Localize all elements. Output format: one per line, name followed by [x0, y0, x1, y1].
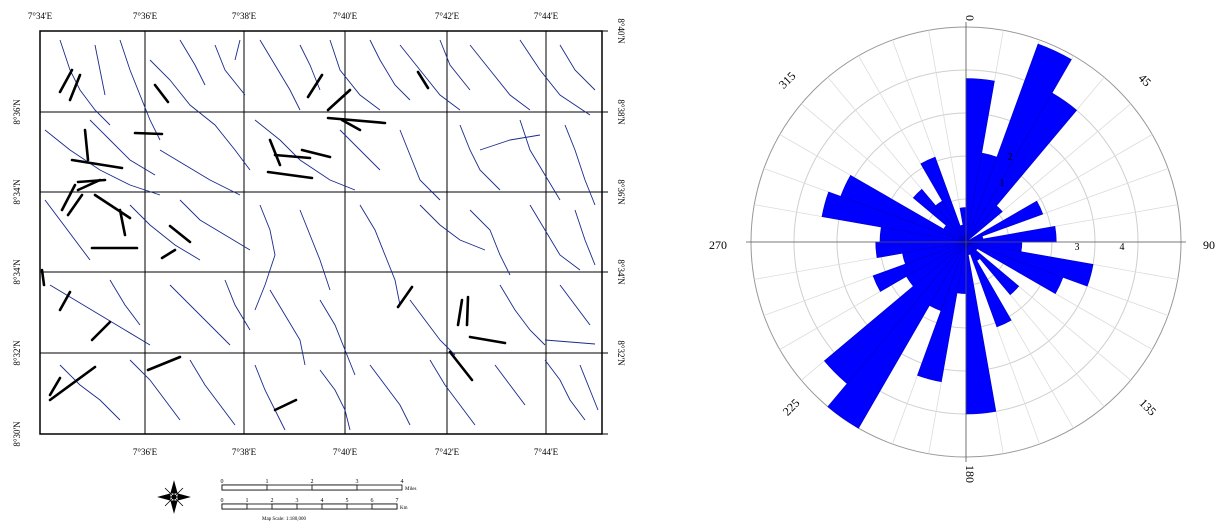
- angle-label-90: 90: [1203, 238, 1215, 252]
- lat-label: 8°38'N: [616, 99, 626, 125]
- angle-label-180: 180: [963, 465, 977, 483]
- rose-ring-labels: 1 2 3 4: [1000, 152, 1125, 253]
- scale-tick: 2: [271, 498, 274, 504]
- scale-tick: 3: [296, 498, 299, 504]
- map-grid: [39, 30, 608, 435]
- lon-label: 7°40'E: [333, 11, 358, 21]
- rose-spoke: [928, 30, 967, 243]
- ring-label: 3: [1075, 242, 1080, 253]
- lon-label: 7°38'E: [232, 447, 257, 457]
- top-longitude-labels: 7°34'E 7°36'E 7°38'E 7°40'E 7°42'E 7°44'…: [28, 11, 559, 21]
- scale-tick: 1: [246, 498, 249, 504]
- angle-label-225: 225: [780, 396, 803, 419]
- left-latitude-labels: 8°36'N 8°34'N 8°34'N 8°32'N 8°30'N: [12, 99, 22, 447]
- ring-label: 2: [1008, 152, 1013, 163]
- rose-petal: [821, 191, 967, 243]
- lat-label: 8°32'N: [616, 340, 626, 366]
- rose-petal: [965, 241, 1020, 296]
- rose-petal: [965, 43, 1072, 243]
- lon-label: 7°40'E: [333, 447, 358, 457]
- scale-tick: 4: [321, 498, 324, 504]
- scale-tick: 3: [356, 479, 359, 485]
- lon-label: 7°44'E: [534, 11, 559, 21]
- angle-label-45: 45: [1136, 71, 1154, 89]
- lon-label: 7°42'E: [435, 447, 460, 457]
- drainage-network: [44, 39, 599, 431]
- angle-label-270: 270: [709, 238, 727, 252]
- rose-svg: 1 2 3 4 0 45 90 135 180 225 270 315: [709, 15, 1215, 483]
- rose-petal: [920, 156, 967, 243]
- lineament-drainage-map: 7°34'E 7°36'E 7°38'E 7°40'E 7°42'E 7°44'…: [12, 11, 626, 522]
- lon-label: 7°38'E: [232, 11, 257, 21]
- scale-unit: Miles: [405, 487, 416, 492]
- scale-tick: 1: [266, 479, 269, 485]
- rose-petal: [827, 241, 967, 429]
- scale-bar-miles: 0 1 2 3 4 Miles: [221, 479, 417, 492]
- scale-tick: 7: [396, 498, 399, 504]
- lat-label: 8°34'N: [12, 179, 22, 205]
- rose-petals: [821, 43, 1094, 429]
- rose-petal: [840, 174, 967, 243]
- angle-label-0: 0: [963, 15, 977, 21]
- rose-petal: [917, 241, 967, 383]
- angle-label-135: 135: [1137, 396, 1160, 419]
- lon-label: 7°44'E: [534, 447, 559, 457]
- angle-label-315: 315: [776, 69, 799, 92]
- scale-tick: 4: [401, 479, 404, 485]
- scale-unit: Km: [400, 506, 408, 511]
- right-latitude-labels: 8°40'N 8°38'N 8°36'N 8°34'N 8°32'N: [616, 18, 626, 366]
- rose-petal: [965, 241, 1012, 328]
- lineaments: [40, 68, 507, 412]
- rose-diagram: 1 2 3 4 0 45 90 135 180 225 270 315: [690, 0, 1215, 524]
- rose-petal: [965, 92, 1077, 243]
- lat-label: 8°36'N: [12, 99, 22, 125]
- lat-label: 8°34'N: [616, 259, 626, 285]
- rose-petal: [823, 241, 967, 385]
- rose-petal: [912, 188, 967, 243]
- rose-petal: [965, 241, 1094, 287]
- lat-label: 8°40'N: [616, 18, 626, 44]
- ring-label: 1: [1000, 178, 1005, 189]
- lat-label: 8°34'N: [12, 259, 22, 285]
- ring-label: 4: [1120, 242, 1125, 253]
- rose-axes: [746, 22, 1186, 462]
- rose-petal: [965, 200, 1044, 243]
- lat-label: 8°36'N: [616, 179, 626, 205]
- rose-petal: [872, 241, 967, 292]
- bottom-longitude-labels: 7°36'E 7°38'E 7°40'E 7°42'E 7°44'E: [133, 447, 559, 457]
- lon-label: 7°36'E: [133, 11, 158, 21]
- north-arrow-icon: [157, 480, 191, 514]
- scale-tick: 0: [221, 479, 224, 485]
- scale-tick: 6: [371, 498, 374, 504]
- map-svg: 7°34'E 7°36'E 7°38'E 7°40'E 7°42'E 7°44'…: [12, 11, 626, 522]
- lon-label: 7°42'E: [435, 11, 460, 21]
- lon-label: 7°36'E: [133, 447, 158, 457]
- lat-label: 8°30'N: [12, 421, 22, 447]
- rose-petal: [965, 205, 1003, 243]
- map-scale-text: Map Scale: 1:180,000: [262, 517, 307, 522]
- scale-tick: 5: [346, 498, 349, 504]
- rose-petal: [965, 241, 1064, 295]
- scale-tick: 0: [221, 498, 224, 504]
- scale-tick: 2: [311, 479, 314, 485]
- lat-label: 8°32'N: [12, 340, 22, 366]
- lon-label: 7°34'E: [28, 11, 53, 21]
- scale-bar-km: 0 1 2 3 4 5 6 7 Km: [221, 498, 408, 511]
